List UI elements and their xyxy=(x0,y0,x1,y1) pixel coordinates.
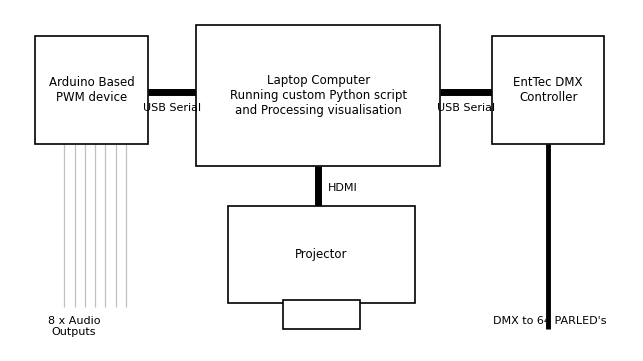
Text: Arduino Based
PWM device: Arduino Based PWM device xyxy=(49,76,134,104)
Text: USB Serial: USB Serial xyxy=(437,103,495,113)
Bar xyxy=(196,25,440,166)
Text: DMX to 64 PARLED's: DMX to 64 PARLED's xyxy=(493,316,606,326)
Bar xyxy=(492,36,604,144)
Text: EntTec DMX
Controller: EntTec DMX Controller xyxy=(513,76,583,104)
Bar xyxy=(228,206,415,303)
Bar xyxy=(283,300,360,329)
Text: 8 x Audio
Outputs: 8 x Audio Outputs xyxy=(48,316,100,338)
Text: Laptop Computer
Running custom Python script
and Processing visualisation: Laptop Computer Running custom Python sc… xyxy=(230,74,407,117)
Text: Projector: Projector xyxy=(295,248,348,261)
Text: HDMI: HDMI xyxy=(328,183,358,193)
Bar xyxy=(35,36,148,144)
Text: USB Serial: USB Serial xyxy=(143,103,201,113)
